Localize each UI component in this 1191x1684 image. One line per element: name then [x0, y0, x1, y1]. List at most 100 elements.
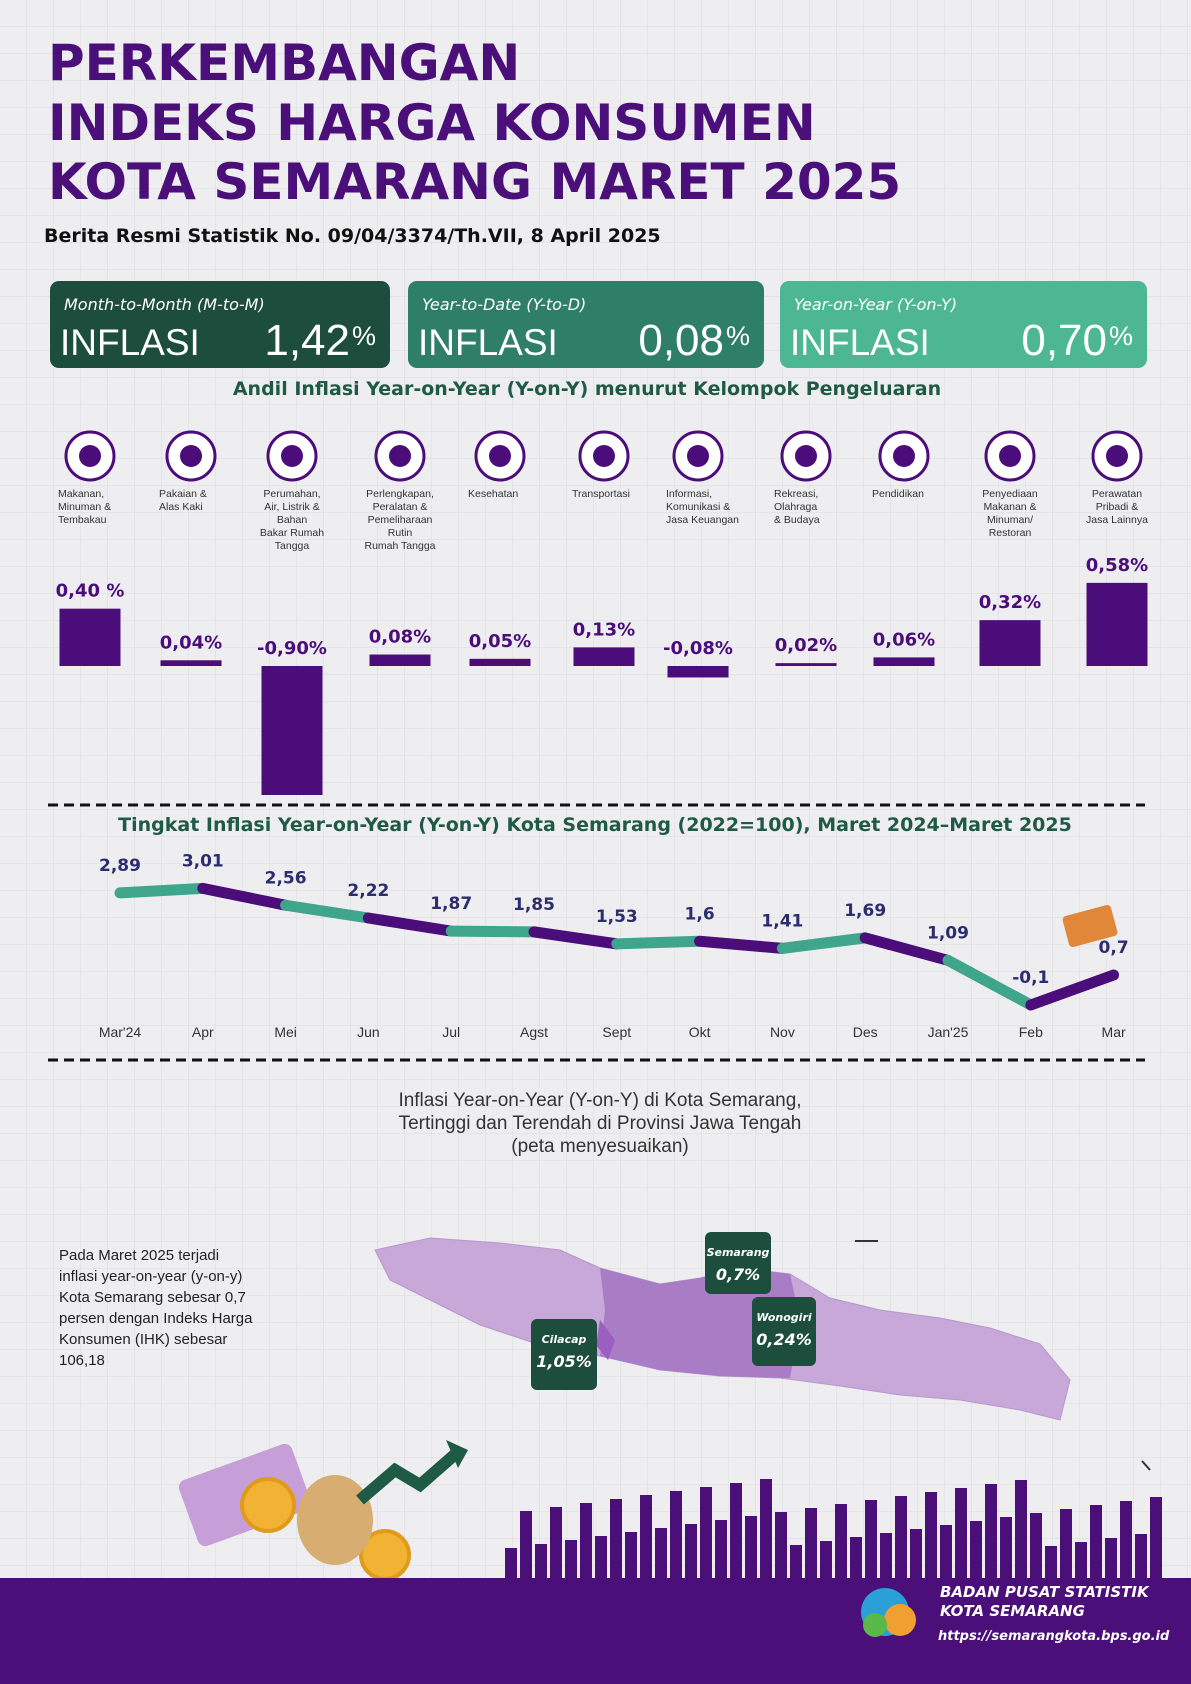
skyline	[670, 1491, 682, 1578]
line-segment	[611, 935, 706, 950]
subtitle: Berita Resmi Statistik No. 09/04/3374/Th…	[44, 225, 661, 247]
skyline	[760, 1479, 772, 1578]
bar	[160, 660, 222, 666]
truck	[1062, 904, 1118, 948]
callout-value: 0,7%	[716, 1265, 760, 1284]
skyline	[595, 1536, 607, 1578]
category-label: Perawatan Pribadi & Jasa Lainnya	[1086, 488, 1148, 526]
skyline	[520, 1511, 532, 1578]
skyline	[715, 1520, 727, 1578]
point-value-label: 1,85	[513, 895, 555, 915]
skyline	[580, 1503, 592, 1578]
x-tick-label: Okt	[689, 1024, 711, 1040]
skyline	[565, 1540, 577, 1578]
central-java	[600, 1268, 800, 1378]
map-title: Tertinggi dan Terendah di Provinsi Jawa …	[399, 1113, 802, 1134]
point-value-label: 1,6	[685, 904, 715, 924]
skyline	[820, 1541, 832, 1578]
callout-value: 1,05%	[536, 1352, 592, 1371]
skyline	[865, 1500, 877, 1578]
point-value-label: 2,89	[99, 856, 141, 876]
bar-value-label: 0,06%	[873, 629, 935, 650]
decoration	[178, 904, 1118, 1581]
x-tick-label: Jan'25	[928, 1024, 969, 1040]
map-text: Konsumen (IHK) sebesar	[59, 1331, 227, 1348]
bar-value-label: -0,90%	[257, 638, 327, 659]
category-icon-glyph	[593, 445, 615, 467]
category-icon-glyph	[281, 445, 303, 467]
category-icon-glyph	[389, 445, 411, 467]
category-label: Rekreasi, Olahraga & Budaya	[774, 488, 820, 526]
bar-value-label: 0,05%	[469, 631, 531, 652]
x-tick-label: Apr	[192, 1024, 214, 1040]
callout	[705, 1232, 771, 1294]
bar	[369, 654, 431, 666]
skyline	[1135, 1534, 1147, 1578]
card-unit: %	[352, 321, 376, 351]
logo-part	[884, 1604, 916, 1636]
map-text: 106,18	[59, 1352, 105, 1369]
map-text: Kota Semarang sebesar 0,7	[59, 1289, 246, 1306]
x-tick-label: Nov	[770, 1024, 795, 1040]
skyline	[880, 1533, 892, 1578]
category-icon-glyph	[999, 445, 1021, 467]
category-icon-glyph	[795, 445, 817, 467]
skyline	[505, 1548, 517, 1578]
skyline	[985, 1484, 997, 1578]
logo	[861, 1588, 916, 1637]
skyline	[535, 1544, 547, 1578]
bar-value-label: 0,40 %	[56, 581, 125, 602]
category-label: Perumahan, Air, Listrik & Bahan Bakar Ru…	[259, 488, 325, 552]
card	[50, 281, 390, 368]
bar	[775, 663, 837, 666]
map	[374, 1237, 1151, 1471]
category-icon-glyph	[79, 445, 101, 467]
callout-name: Cilacap	[542, 1333, 587, 1346]
title-line: INDEKS HARGA KONSUMEN	[48, 94, 816, 152]
map-text: persen dengan Indeks Harga	[59, 1310, 253, 1327]
category-icon-glyph	[489, 445, 511, 467]
skyline	[745, 1516, 757, 1578]
card-name: INFLASI	[790, 322, 930, 363]
card-name: INFLASI	[418, 322, 558, 363]
skyline	[610, 1499, 622, 1578]
card-value: 1,42	[264, 316, 350, 365]
skyline	[730, 1483, 742, 1578]
bar-value-label: 0,58%	[1086, 555, 1148, 576]
line-segment	[445, 925, 540, 938]
map-title: Inflasi Year-on-Year (Y-on-Y) di Kota Se…	[398, 1090, 801, 1111]
footer-org: BADAN PUSAT STATISTIK	[940, 1583, 1150, 1601]
line-segment	[694, 935, 788, 954]
x-tick-label: Des	[853, 1024, 878, 1040]
bar	[979, 620, 1041, 666]
skyline	[1150, 1497, 1162, 1578]
footer-band	[0, 1578, 1191, 1684]
bar	[1086, 582, 1148, 666]
skyline	[1060, 1509, 1072, 1578]
card	[408, 281, 764, 368]
card-label: Year-on-Year (Y-on-Y)	[794, 295, 957, 314]
x-tick-label: Agst	[520, 1024, 548, 1040]
point-value-label: 1,69	[844, 901, 886, 921]
category-label: Pendidikan	[872, 488, 924, 500]
skyline	[655, 1528, 667, 1578]
arrow-head	[446, 1440, 468, 1468]
skyline	[1015, 1480, 1027, 1578]
card-unit: %	[1109, 321, 1133, 351]
category-icon-glyph	[1106, 445, 1128, 467]
x-tick-label: Mar	[1102, 1024, 1126, 1040]
card-unit: %	[726, 321, 750, 351]
callout	[531, 1319, 597, 1390]
line-segment	[528, 926, 623, 950]
line-segment	[776, 932, 871, 954]
skyline	[550, 1507, 562, 1578]
line-segment	[1025, 969, 1120, 1011]
x-tick-label: Sept	[602, 1024, 631, 1040]
bar-value-label: 0,32%	[979, 592, 1041, 613]
chart-title: Tingkat Inflasi Year-on-Year (Y-on-Y) Ko…	[118, 814, 1072, 836]
category-label: Perlengkapan, Peralatan & Pemeliharaan R…	[364, 488, 436, 552]
card-value: 0,08	[638, 316, 724, 365]
skyline	[1000, 1517, 1012, 1578]
map-text: inflasi year-on-year (y-on-y)	[59, 1268, 242, 1285]
category-label: Pakaian & Alas Kaki	[159, 488, 207, 513]
